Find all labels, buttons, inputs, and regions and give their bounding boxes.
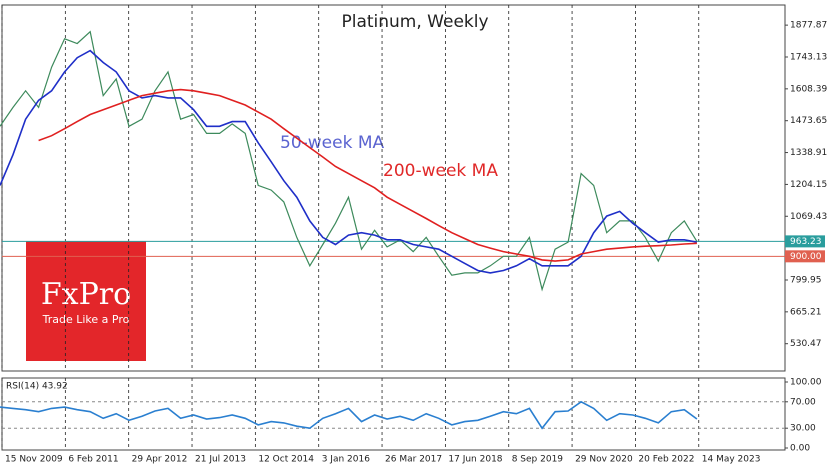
price-label: 963.23 [790,237,822,247]
y-tick-label: 1204.15 [790,180,827,190]
x-tick-label: 29 Nov 2020 [575,455,633,465]
x-tick-label: 6 Feb 2011 [68,455,118,465]
x-tick-label: 15 Nov 2009 [5,455,63,465]
rsi-title: RSI(14) 43.92 [6,382,68,392]
x-tick-label: 3 Jan 2016 [322,455,370,465]
y-tick-label: 1069.43 [790,212,827,222]
price-label: 900.00 [790,252,822,262]
x-tick-label: 8 Sep 2019 [512,455,564,465]
ma200-label: 200-week MA [383,161,498,181]
y-tick-label: 1743.13 [790,52,827,62]
y-tick-label: 100.00 [790,378,822,388]
logo-box [26,241,146,361]
logo-tagline: Trade Like a Pro [42,313,130,326]
series-line [0,49,698,274]
series-line [0,30,698,292]
x-tick-label: 21 Jul 2013 [195,455,246,465]
chart-title: Platinum, Weekly [341,12,488,32]
y-tick-label: 799.95 [790,275,822,285]
y-tick-label: 1473.65 [790,116,827,126]
x-tick-label: 20 Feb 2022 [638,455,694,465]
y-tick-label: 0.00 [790,444,810,454]
x-tick-label: 26 Mar 2017 [385,455,442,465]
y-tick-label: 1338.91 [790,148,827,158]
x-tick-label: 29 Apr 2012 [132,455,188,465]
logo: FxPro Trade Like a Pro [26,241,146,361]
ma50-label: 50-week MA [280,133,385,153]
x-tick-label: 12 Oct 2014 [258,455,314,465]
series-line [0,400,698,430]
y-tick-label: 1608.39 [790,84,827,94]
price-label-box [785,235,825,248]
logo-name: FxPro [41,277,131,312]
price-label-box [785,250,825,263]
series-line [38,88,697,262]
x-tick-label: 17 Jun 2018 [448,455,502,465]
y-tick-label: 530.47 [790,339,822,349]
x-tick-label: 14 May 2023 [702,455,761,465]
y-tick-label: 665.21 [790,307,822,317]
y-tick-label: 1877.87 [790,21,827,31]
y-tick-label: 70.00 [790,397,816,407]
y-tick-label: 30.00 [790,424,816,434]
